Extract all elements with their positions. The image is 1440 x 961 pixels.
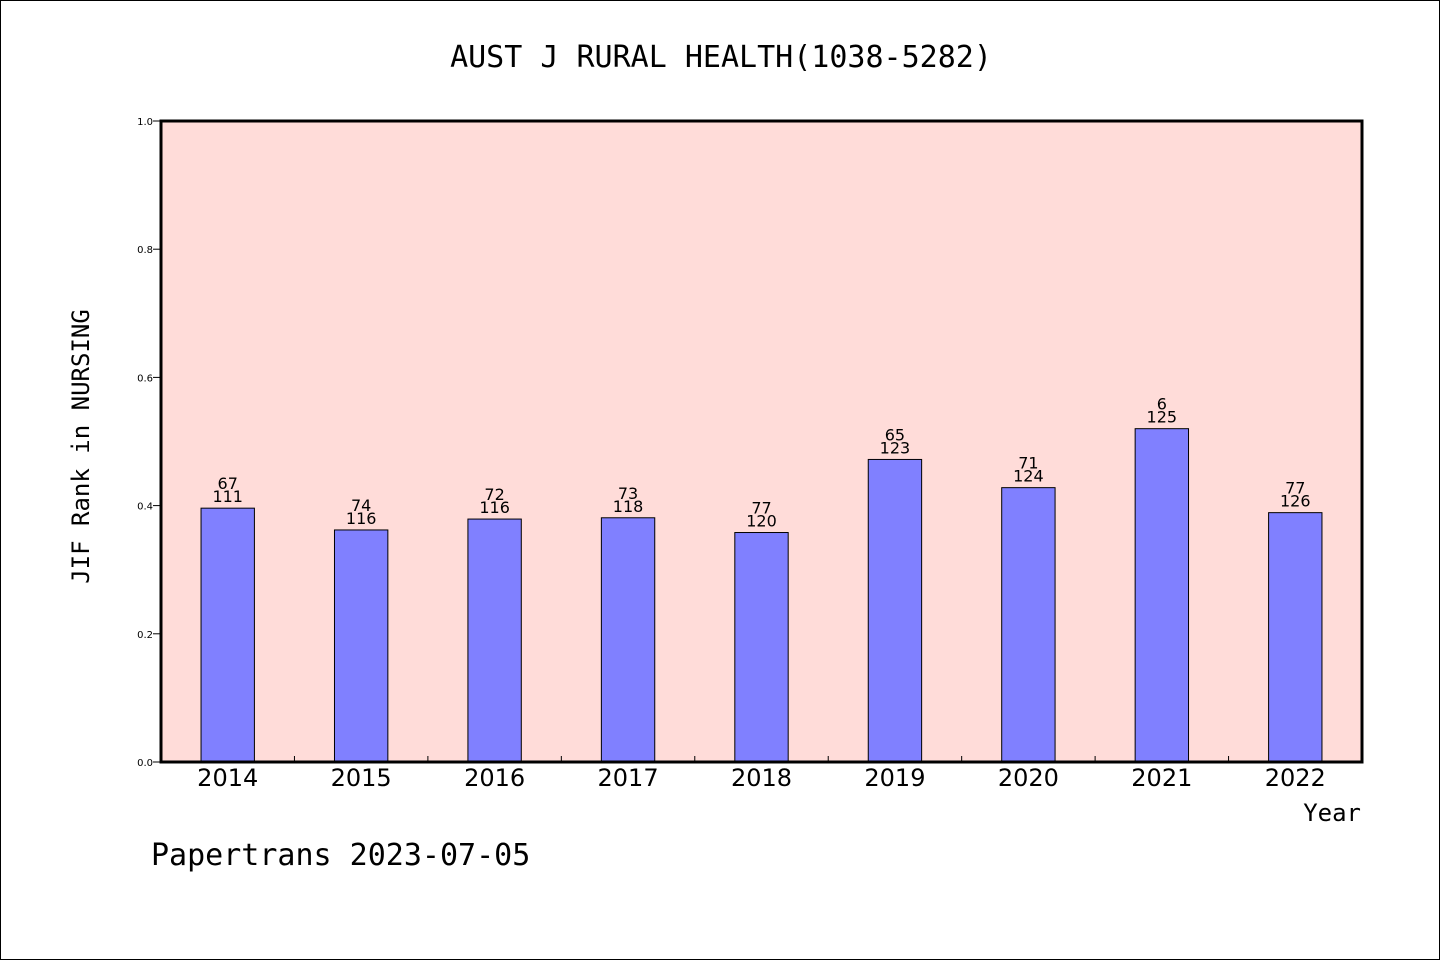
x-tick-label: 2018 — [731, 764, 792, 792]
x-tick-label: 2020 — [998, 764, 1059, 792]
x-axis-ticks: 2014 2015 2016 2017 2018 2019 2020 2021 2022 — [197, 756, 1326, 792]
footer-credit: Papertrans 2023-07-05 — [151, 838, 530, 873]
x-tick-label: 2016 — [464, 764, 525, 792]
rank-label: 77 — [1285, 479, 1305, 498]
plot-border — [159, 119, 1364, 764]
total-label: 126 — [1280, 492, 1311, 511]
rank-label: 77 — [751, 499, 771, 518]
x-tick-label: 2014 — [197, 764, 258, 792]
x-tick-label: 2021 — [1131, 764, 1192, 792]
y-tick-label: 1.0 — [137, 117, 153, 128]
total-label: 123 — [880, 438, 911, 457]
rank-label: 65 — [885, 425, 905, 444]
x-tick-label: 2022 — [1265, 764, 1326, 792]
bar-2020 — [1001, 487, 1056, 763]
total-label: 111 — [212, 487, 243, 506]
y-tick-label: 0.6 — [137, 373, 153, 384]
total-label: 116 — [479, 498, 510, 517]
x-tick-label: 2015 — [331, 764, 392, 792]
x-tick-label: 2019 — [864, 764, 925, 792]
bar-2018 — [734, 532, 789, 763]
y-tick-label: 0.2 — [137, 630, 153, 641]
rank-label: 67 — [218, 474, 238, 493]
x-axis-label: Year — [1303, 799, 1361, 827]
bar-2021 — [1134, 428, 1190, 763]
y-tick-label: 0.8 — [137, 245, 153, 256]
y-tick-label: 0.4 — [137, 502, 153, 513]
rank-label: 73 — [618, 484, 638, 503]
y-tick-label: 0.0 — [137, 758, 153, 769]
total-label: 125 — [1147, 408, 1178, 427]
bar-2022 — [1268, 512, 1323, 763]
bar-2017 — [600, 517, 656, 763]
chart-title: AUST J RURAL HEALTH(1038-5282) — [450, 40, 992, 75]
rank-label: 72 — [484, 485, 504, 504]
bar-2016 — [467, 518, 522, 763]
rank-label: 6 — [1157, 395, 1167, 414]
x-tick-label: 2017 — [598, 764, 659, 792]
total-label: 120 — [746, 512, 777, 531]
bar-2014 — [200, 507, 255, 763]
y-axis-label: JIF Rank in NURSING — [67, 309, 95, 584]
bar-2015 — [333, 529, 389, 763]
bar-2019 — [867, 458, 923, 763]
rank-label: 74 — [351, 496, 371, 515]
y-axis-ticks: 0.0 0.2 0.4 0.6 0.8 1.0 — [137, 117, 161, 769]
total-label: 116 — [346, 509, 377, 528]
total-label: 118 — [613, 497, 644, 516]
rank-label: 71 — [1018, 454, 1038, 473]
total-label: 124 — [1013, 467, 1044, 486]
